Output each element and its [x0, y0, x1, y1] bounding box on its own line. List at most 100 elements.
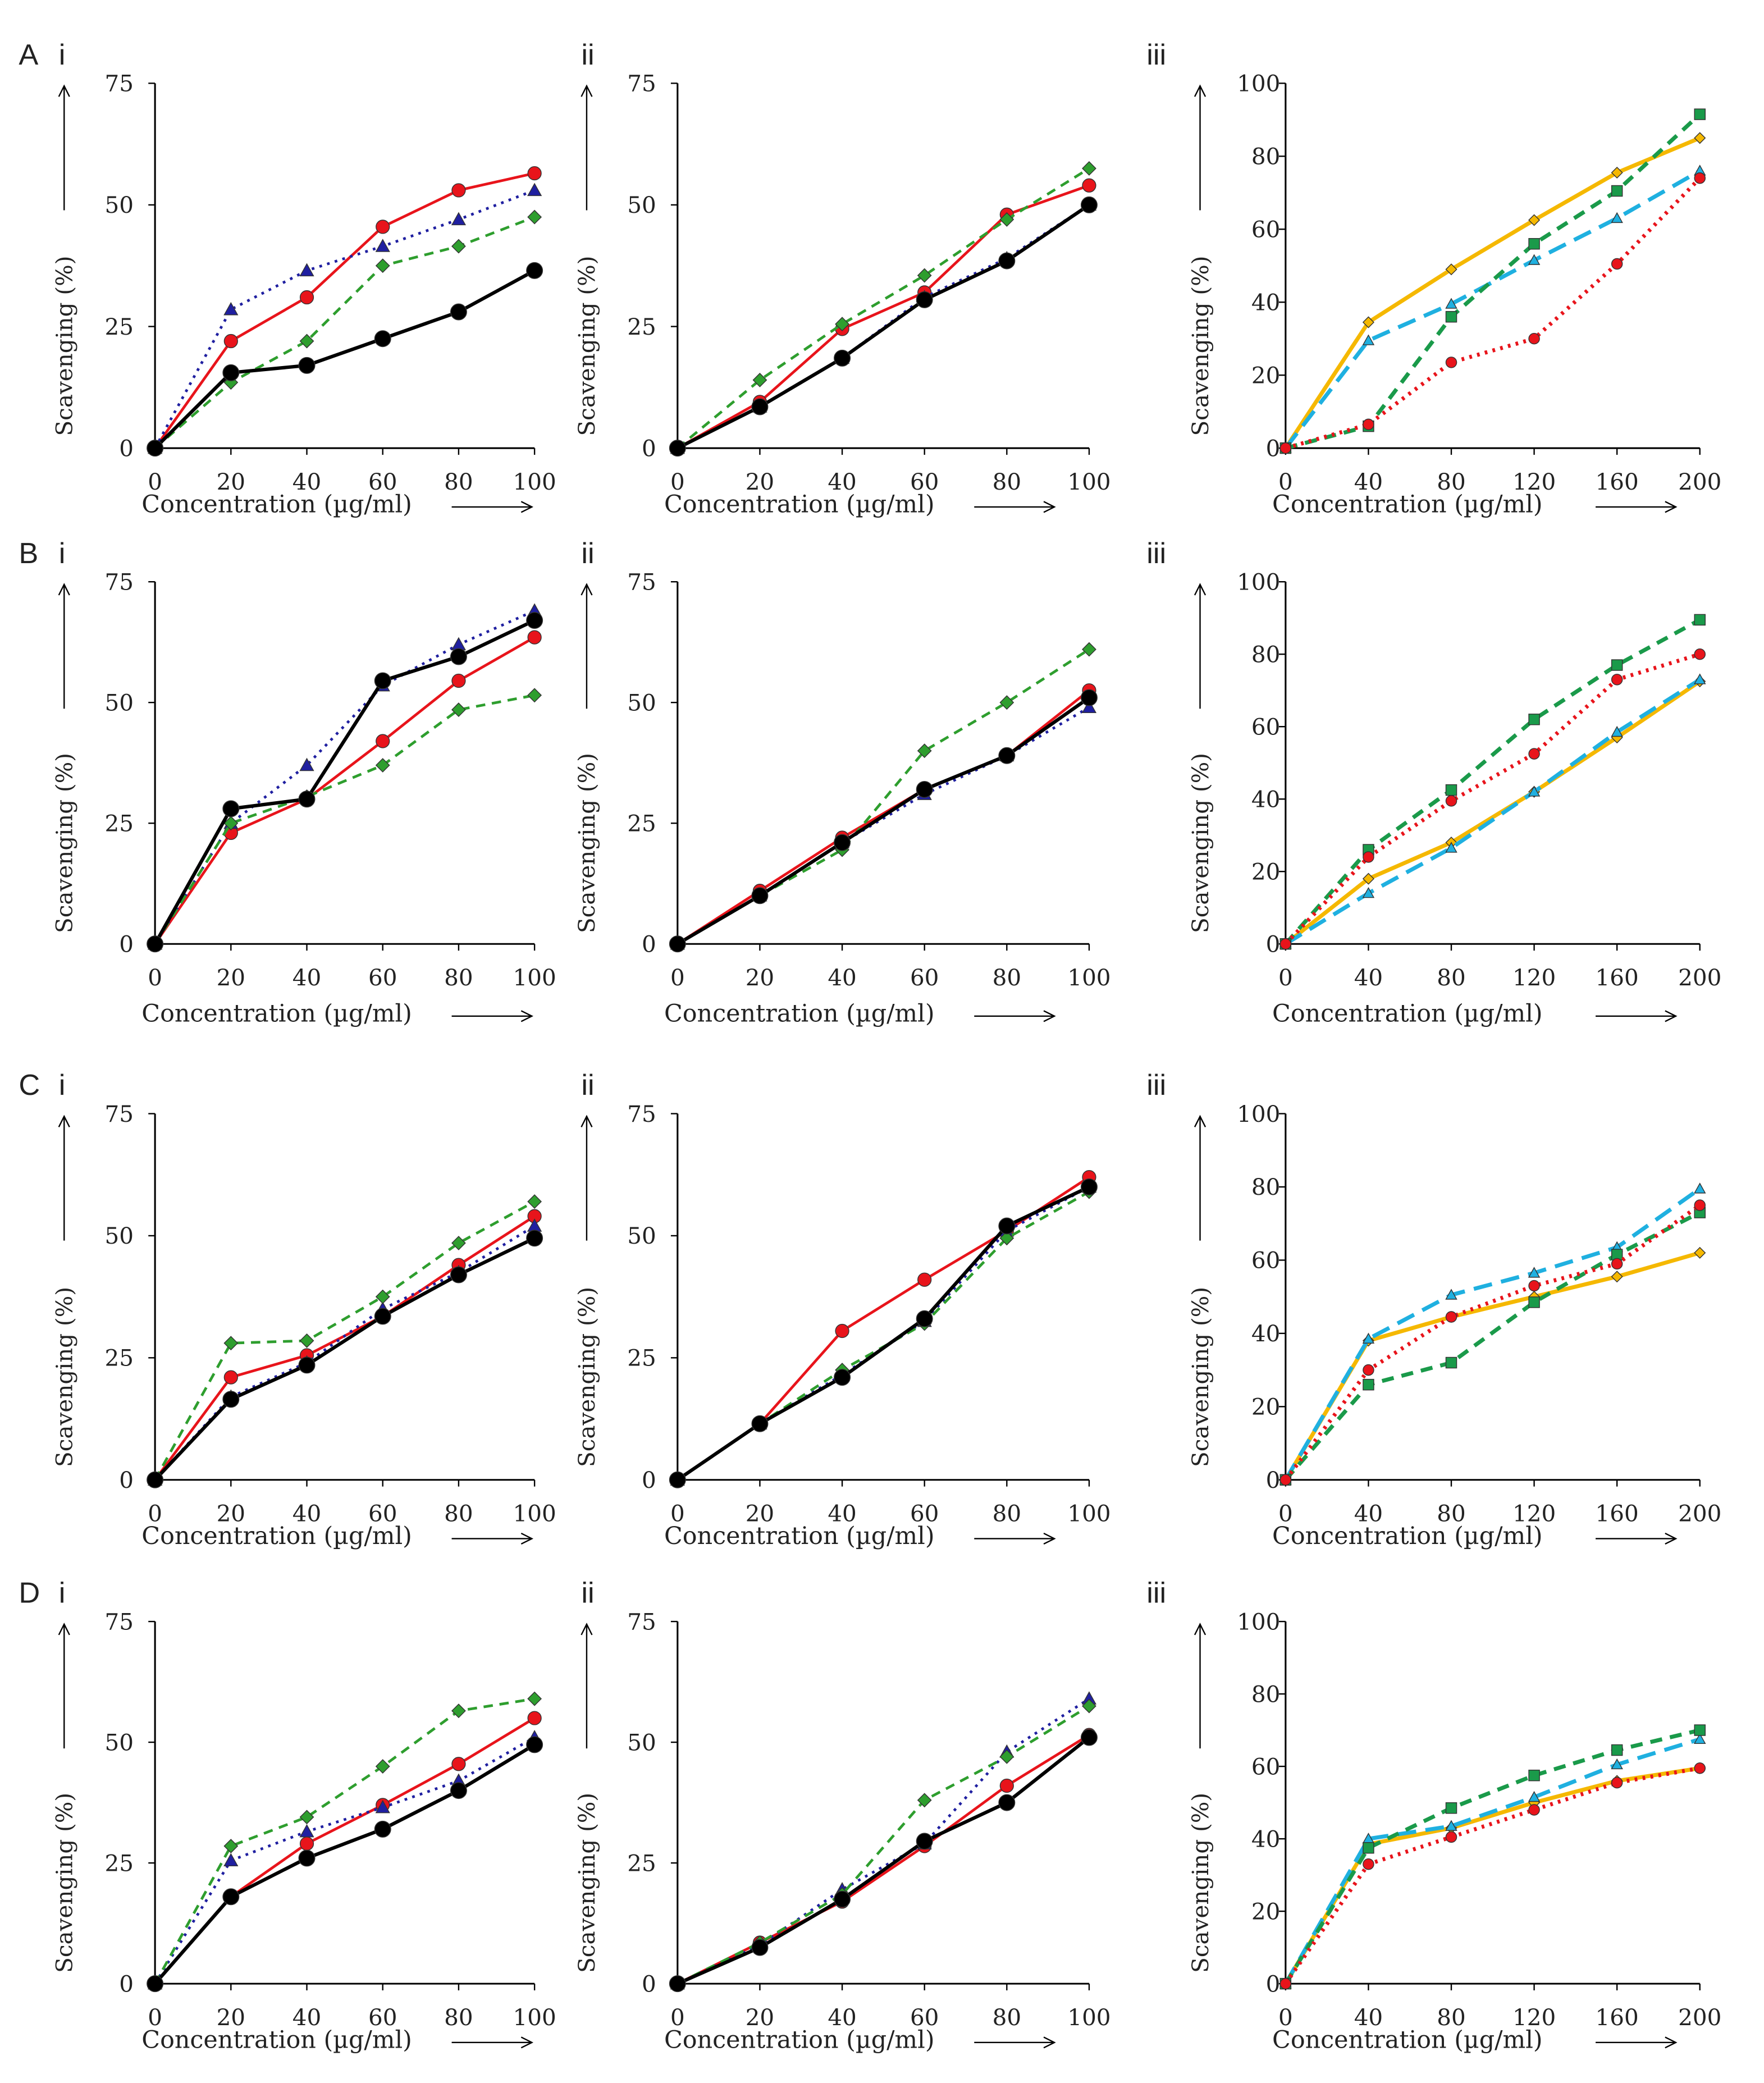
x-tick-label: 100: [1067, 468, 1111, 495]
x-tick-label: 200: [1678, 1500, 1721, 1527]
x-arrow-head-icon: [520, 1532, 534, 1545]
data-point: [450, 1782, 467, 1799]
x-tick-label: 0: [670, 468, 685, 495]
y-tick-label: 60: [1251, 713, 1280, 740]
series-lightblue: [1279, 673, 1706, 949]
x-tick-label: 120: [1512, 964, 1556, 991]
data-point: [451, 1236, 466, 1250]
data-point: [298, 1356, 316, 1374]
data-point: [223, 1839, 239, 1853]
series-line-red: [677, 1176, 1090, 1481]
y-axis-label: Scavenging (%): [573, 1287, 600, 1467]
series-red: [148, 1711, 542, 1991]
data-point: [1279, 938, 1292, 950]
series-line-black: [677, 1185, 1090, 1482]
series-lightblue: [1279, 165, 1706, 453]
x-tick-label: 40: [828, 1500, 856, 1527]
series-line-red: [1284, 652, 1701, 945]
x-tick-label: 40: [1354, 1500, 1383, 1527]
x-axis-label: Concentration (µg/ml): [1272, 490, 1543, 518]
x-tick-label: 0: [148, 468, 162, 495]
x-tick-label: 20: [746, 964, 774, 991]
series-line-green: [1283, 1728, 1701, 1985]
x-arrow-head-icon: [1043, 1532, 1056, 1545]
x-arrow-head-icon: [520, 2036, 534, 2049]
y-arrow-head-icon: [581, 583, 593, 596]
data-point: [1528, 214, 1541, 226]
y-tick-label: 20: [1251, 1394, 1280, 1420]
y-tick-label: 75: [105, 70, 134, 97]
y-tick-label: 60: [1251, 216, 1280, 243]
y-tick-label: 25: [627, 313, 656, 340]
series-red: [670, 1728, 1096, 1991]
x-tick-label: 0: [148, 964, 162, 991]
data-point: [222, 364, 240, 381]
panel-1-iii: iii 0 20 40 60 80 100 0 40 80 120 160 200 Scavenging …: [1146, 39, 1721, 518]
y-tick-label: 40: [1251, 1825, 1280, 1852]
panel-sub-label: iii: [1146, 39, 1166, 71]
series-green: [148, 1691, 542, 1991]
series-line-green: [154, 1697, 535, 1985]
y-tick-label: 0: [642, 435, 656, 462]
y-tick-label: 75: [105, 1100, 134, 1127]
x-tick-label: 20: [217, 2004, 245, 2031]
data-point: [1694, 1733, 1706, 1744]
y-arrow-head-icon: [58, 583, 70, 596]
data-point: [835, 1323, 849, 1339]
y-arrow-head-icon: [1194, 1114, 1207, 1127]
data-point: [1362, 316, 1374, 328]
series-red: [1279, 648, 1706, 950]
y-axis-label: Scavenging (%): [51, 753, 78, 933]
data-point: [1362, 873, 1374, 885]
series-line-lightblue: [1284, 678, 1701, 946]
x-arrow-head-icon: [520, 1010, 534, 1022]
y-arrow-head-icon: [58, 1623, 70, 1636]
panel-4-iii: iii 0 20 40 60 80 100 0 40 80 120 160 200 Scavenging …: [1146, 1577, 1721, 2054]
series-line-green: [1284, 618, 1701, 945]
data-point: [299, 1810, 314, 1825]
series-blue: [148, 182, 542, 454]
x-tick-label: 80: [444, 1500, 473, 1527]
x-tick-label: 40: [293, 964, 321, 991]
data-point: [299, 1824, 314, 1838]
x-tick-label: 60: [368, 468, 397, 495]
x-tick-label: 20: [746, 1500, 774, 1527]
data-point: [1611, 258, 1623, 270]
x-tick-label: 200: [1678, 468, 1721, 495]
data-point: [1445, 842, 1457, 853]
x-axis-label: Concentration (µg/ml): [1272, 2026, 1543, 2054]
x-tick-label: 20: [746, 468, 774, 495]
series-red: [1279, 1199, 1706, 1486]
y-tick-label: 40: [1251, 785, 1280, 812]
data-point: [1528, 238, 1540, 250]
series-red: [670, 178, 1096, 455]
data-point: [1611, 212, 1623, 223]
x-axis-label: Concentration (µg/ml): [664, 1522, 935, 1550]
x-arrow-head-icon: [1043, 1010, 1056, 1022]
x-tick-label: 80: [444, 2004, 473, 2031]
data-point: [1528, 1790, 1541, 1802]
series-red: [148, 166, 542, 455]
y-tick-label: 100: [1237, 1608, 1280, 1635]
data-point: [1694, 1199, 1706, 1211]
panel-3-iii: iii 0 20 40 60 80 100 0 40 80 120 160 200 Scavenging …: [1146, 1069, 1721, 1550]
x-tick-label: 200: [1678, 964, 1721, 991]
data-point: [998, 747, 1016, 764]
series-line-blue: [154, 1225, 536, 1481]
panel-2-ii: ii 0 25 50 75 0 20 40 60 80 100 Scavenging (%) Conce…: [573, 537, 1111, 1027]
y-tick-label: 50: [627, 1729, 656, 1756]
y-axis-label: Scavenging (%): [1187, 256, 1214, 436]
data-point: [1611, 1271, 1623, 1283]
x-axis-label: Concentration (µg/ml): [1272, 1522, 1543, 1550]
series-lightblue: [1279, 1733, 1706, 1989]
series-green: [670, 642, 1096, 952]
y-tick-label: 40: [1251, 1320, 1280, 1347]
data-point: [1363, 1858, 1374, 1870]
data-point: [298, 357, 316, 374]
x-axis-label: Concentration (µg/ml): [141, 490, 412, 518]
series-line-red: [1284, 1203, 1701, 1481]
series-blue: [148, 1218, 542, 1486]
data-point: [751, 398, 769, 415]
x-tick-label: 40: [828, 2004, 856, 2031]
